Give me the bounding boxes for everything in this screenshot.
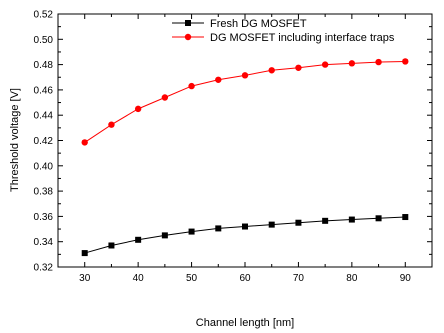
x-tick-label: 70 — [293, 273, 305, 284]
data-point — [295, 64, 302, 71]
y-tick-label: 0.48 — [34, 60, 54, 71]
y-tick-label: 0.44 — [34, 111, 54, 122]
y-tick-label: 0.46 — [34, 85, 54, 96]
data-point — [241, 72, 249, 79]
y-tick-label: 0.38 — [34, 187, 54, 198]
legend: Fresh DG MOSFET DG MOSFET including inter… — [172, 18, 395, 44]
data-point — [108, 242, 115, 249]
data-point — [215, 225, 222, 232]
x-tick-label: 60 — [239, 273, 251, 284]
data-point — [321, 61, 329, 68]
data-point — [134, 105, 142, 113]
data-point — [81, 250, 88, 257]
series-2 — [81, 58, 409, 146]
data-point — [268, 221, 275, 228]
x-tick-label: 90 — [400, 273, 412, 284]
y-tick-label: 0.34 — [34, 237, 54, 248]
data-point — [188, 228, 195, 235]
y-tick-label: 0.36 — [34, 212, 54, 223]
y-axis-title: Threshold voltage [V] — [9, 88, 21, 192]
data-point — [402, 214, 409, 221]
data-point — [215, 76, 222, 83]
legend-label: Fresh DG MOSFET — [210, 18, 307, 30]
data-point — [375, 215, 382, 222]
y-tick-label: 0.32 — [34, 263, 54, 274]
y-tick-label: 0.52 — [34, 10, 54, 21]
y-tick-label: 0.40 — [34, 161, 54, 172]
data-point — [348, 216, 355, 223]
x-axis: 30 40 50 60 70 80 90 — [79, 14, 411, 284]
y-tick-label: 0.42 — [34, 136, 54, 147]
data-point — [348, 60, 356, 67]
data-point — [322, 217, 329, 224]
data-point — [135, 236, 142, 243]
data-point — [402, 58, 409, 65]
x-tick-label: 80 — [346, 273, 358, 284]
data-point — [108, 121, 115, 128]
series-1 — [81, 214, 409, 257]
x-tick-label: 50 — [186, 273, 198, 284]
data-point — [81, 139, 88, 146]
legend-marker — [185, 20, 191, 26]
x-axis-title: Channel length [nm] — [196, 317, 294, 329]
y-tick-label: 0.50 — [34, 35, 54, 46]
legend-marker — [184, 33, 192, 41]
data-point — [295, 219, 302, 226]
data-point — [375, 58, 382, 66]
x-tick-label: 30 — [79, 273, 91, 284]
data-point — [188, 82, 195, 90]
data-point — [161, 232, 168, 239]
data-point — [161, 94, 169, 101]
legend-label: DG MOSFET including interface traps — [210, 32, 395, 44]
y-axis: 0.32 0.34 0.36 0.38 0.40 0.42 0.44 0.46 0.48 0.50… — [34, 10, 432, 274]
series-line — [84, 216, 406, 254]
data-point — [268, 67, 275, 74]
series-layer — [81, 58, 409, 257]
x-tick-label: 40 — [133, 273, 145, 284]
data-point — [242, 223, 248, 230]
